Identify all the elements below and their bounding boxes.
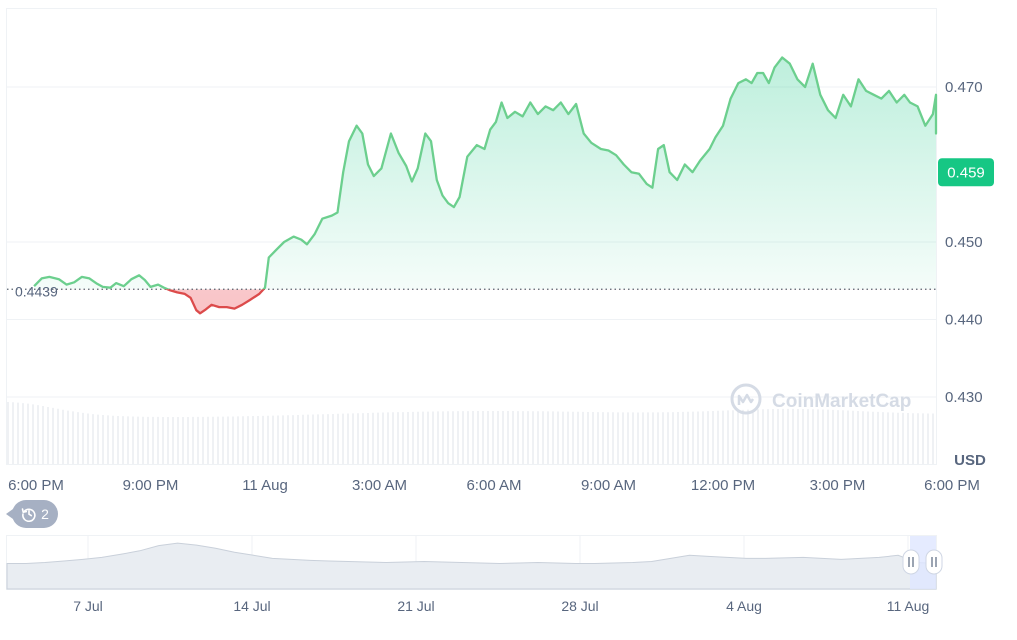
y-tick-label: 0.450 bbox=[945, 234, 983, 251]
navigator-x-axis: 7 Jul 14 Jul 21 Jul 28 Jul 4 Aug 11 Aug bbox=[73, 598, 929, 614]
currency-label: USD bbox=[954, 452, 986, 469]
watermark: CoinMarketCap bbox=[730, 383, 911, 415]
y-tick-label: 0.470 bbox=[945, 79, 983, 96]
x-tick-label: 6:00 PM bbox=[924, 477, 980, 494]
plot-border bbox=[6, 8, 937, 465]
history-icon bbox=[21, 508, 36, 522]
area-below-reference bbox=[34, 289, 936, 314]
navigator-handle-left[interactable] bbox=[902, 549, 920, 575]
history-badge[interactable]: 2 bbox=[6, 500, 58, 528]
navigator-area bbox=[6, 542, 937, 590]
reference-label: 0.4439 bbox=[15, 283, 58, 299]
y-axis: 0.470 0.450 0.440 0.430 bbox=[945, 79, 983, 406]
history-count: 2 bbox=[41, 506, 49, 522]
price-line-down bbox=[164, 289, 266, 315]
x-tick-label: 9:00 PM bbox=[123, 477, 179, 494]
price-line-up bbox=[33, 56, 938, 290]
coinmarketcap-logo-icon bbox=[730, 383, 762, 415]
x-tick-label: 6:00 AM bbox=[466, 477, 521, 494]
navigator-tick-label: 4 Aug bbox=[726, 598, 762, 614]
navigator-tick-label: 21 Jul bbox=[397, 598, 434, 614]
x-tick-label: 6:00 PM bbox=[8, 477, 64, 494]
volume-bars bbox=[7, 402, 934, 464]
last-price-label: 0.459 bbox=[947, 164, 985, 181]
watermark-text: CoinMarketCap bbox=[772, 391, 911, 412]
navigator[interactable]: 7 Jul 14 Jul 21 Jul 28 Jul 4 Aug 11 Aug bbox=[6, 535, 943, 615]
x-axis: 6:00 PM 9:00 PM 11 Aug 3:00 AM 6:00 AM 9:00 A… bbox=[8, 477, 980, 494]
last-price-tag: 0.459 bbox=[938, 158, 994, 187]
navigator-tick-label: 11 Aug bbox=[887, 598, 930, 614]
x-tick-label: 11 Aug bbox=[242, 477, 288, 494]
navigator-tick-label: 28 Jul bbox=[561, 598, 598, 614]
x-tick-label: 9:00 AM bbox=[581, 477, 636, 494]
x-tick-label: 12:00 PM bbox=[691, 477, 755, 494]
navigator-tick-label: 7 Jul bbox=[73, 598, 103, 614]
y-tick-label: 0.430 bbox=[945, 389, 983, 406]
navigator-handle-right[interactable] bbox=[925, 549, 943, 575]
navigator-tick-label: 14 Jul bbox=[233, 598, 270, 614]
y-tick-label: 0.440 bbox=[945, 312, 983, 329]
x-tick-label: 3:00 AM bbox=[352, 477, 407, 494]
x-tick-label: 3:00 PM bbox=[810, 477, 866, 494]
area-above-reference bbox=[34, 57, 936, 290]
